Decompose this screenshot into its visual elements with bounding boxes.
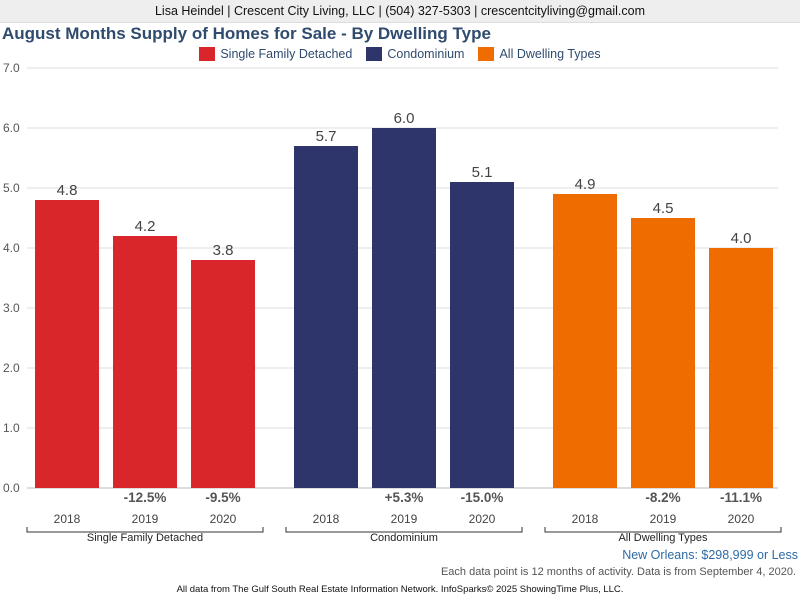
bar-value-label: 5.7 xyxy=(316,128,337,145)
y-tick-label: 6.0 xyxy=(3,121,20,135)
legend-item-condominium[interactable]: Condominium xyxy=(366,46,464,62)
bar[interactable] xyxy=(372,128,436,488)
y-tick-label: 5.0 xyxy=(3,181,20,195)
legend-label-all-dwelling: All Dwelling Types xyxy=(499,47,601,61)
x-tick-label: 2018 xyxy=(572,512,599,526)
x-tick-label: 2020 xyxy=(728,512,755,526)
bar-value-label: 4.9 xyxy=(575,176,596,193)
chart-title: August Months Supply of Homes for Sale -… xyxy=(2,24,491,43)
percent-change-label: -9.5% xyxy=(205,490,240,505)
y-tick-label: 1.0 xyxy=(3,421,20,435)
bar[interactable] xyxy=(553,194,617,488)
legend-label-condominium: Condominium xyxy=(387,47,465,61)
x-tick-label: 2019 xyxy=(650,512,677,526)
percent-change-label: +5.3% xyxy=(385,490,424,505)
percent-change-label: -11.1% xyxy=(720,490,762,505)
y-tick-label: 7.0 xyxy=(3,61,20,75)
x-tick-label: 2019 xyxy=(391,512,418,526)
bar-value-label: 4.5 xyxy=(653,200,674,217)
y-tick-label: 3.0 xyxy=(3,301,20,315)
legend-swatch-single-family xyxy=(199,47,216,61)
bar[interactable] xyxy=(191,260,255,488)
footer-source: All data from The Gulf South Real Estate… xyxy=(176,584,624,595)
bars: 4.8 4.2 -12.5% 3.8 -9.5% 5.7 6.0 +5.3% 5.1 -15.0%… xyxy=(35,110,773,505)
bar-value-label: 6.0 xyxy=(394,110,415,127)
bar[interactable] xyxy=(631,218,695,488)
bar[interactable] xyxy=(113,236,177,488)
percent-change-label: -15.0% xyxy=(461,490,504,505)
bar-value-label: 4.8 xyxy=(57,182,78,199)
percent-change-label: -8.2% xyxy=(645,490,680,505)
bar[interactable] xyxy=(709,248,773,488)
legend-swatch-condominium xyxy=(366,47,383,61)
x-tick-label: 2020 xyxy=(210,512,237,526)
group-bracket xyxy=(544,527,782,533)
percent-change-label: -12.5% xyxy=(124,490,167,505)
bar[interactable] xyxy=(35,200,99,488)
bar-value-label: 4.0 xyxy=(731,230,752,247)
x-tick-label: 2020 xyxy=(469,512,496,526)
group-label: All Dwelling Types xyxy=(618,532,708,544)
data-note: Each data point is 12 months of activity… xyxy=(440,566,796,578)
x-tick-label: 2019 xyxy=(132,512,159,526)
legend-label-single-family: Single Family Detached xyxy=(220,47,353,61)
group-label: Single Family Detached xyxy=(87,532,203,544)
legend-item-single-family[interactable]: Single Family Detached xyxy=(199,46,352,62)
contact-header: Lisa Heindel | Crescent City Living, LLC… xyxy=(0,0,800,23)
bar-value-label: 5.1 xyxy=(472,164,493,181)
y-tick-label: 0.0 xyxy=(3,481,20,495)
bar[interactable] xyxy=(450,182,514,488)
location-filter-note: New Orleans: $298,999 or Less xyxy=(622,548,798,562)
y-tick-label: 2.0 xyxy=(3,361,20,375)
x-tick-label: 2018 xyxy=(54,512,81,526)
group-bracket xyxy=(285,527,523,533)
bar-value-label: 3.8 xyxy=(213,242,234,259)
x-axis: 2018 2019 2020 Single Family Detached 2018 20… xyxy=(26,512,782,544)
legend-swatch-all-dwelling xyxy=(478,47,495,61)
group-label: Condominium xyxy=(370,532,438,544)
chart-legend: Single Family Detached Condominium All D… xyxy=(0,46,800,62)
bar[interactable] xyxy=(294,146,358,488)
y-axis-ticks: 0.0 1.0 2.0 3.0 4.0 5.0 6.0 7.0 xyxy=(3,61,20,495)
bar-value-label: 4.2 xyxy=(135,218,156,235)
group-bracket xyxy=(26,527,264,533)
y-tick-label: 4.0 xyxy=(3,241,20,255)
legend-item-all-dwelling[interactable]: All Dwelling Types xyxy=(478,46,601,62)
x-tick-label: 2018 xyxy=(313,512,340,526)
